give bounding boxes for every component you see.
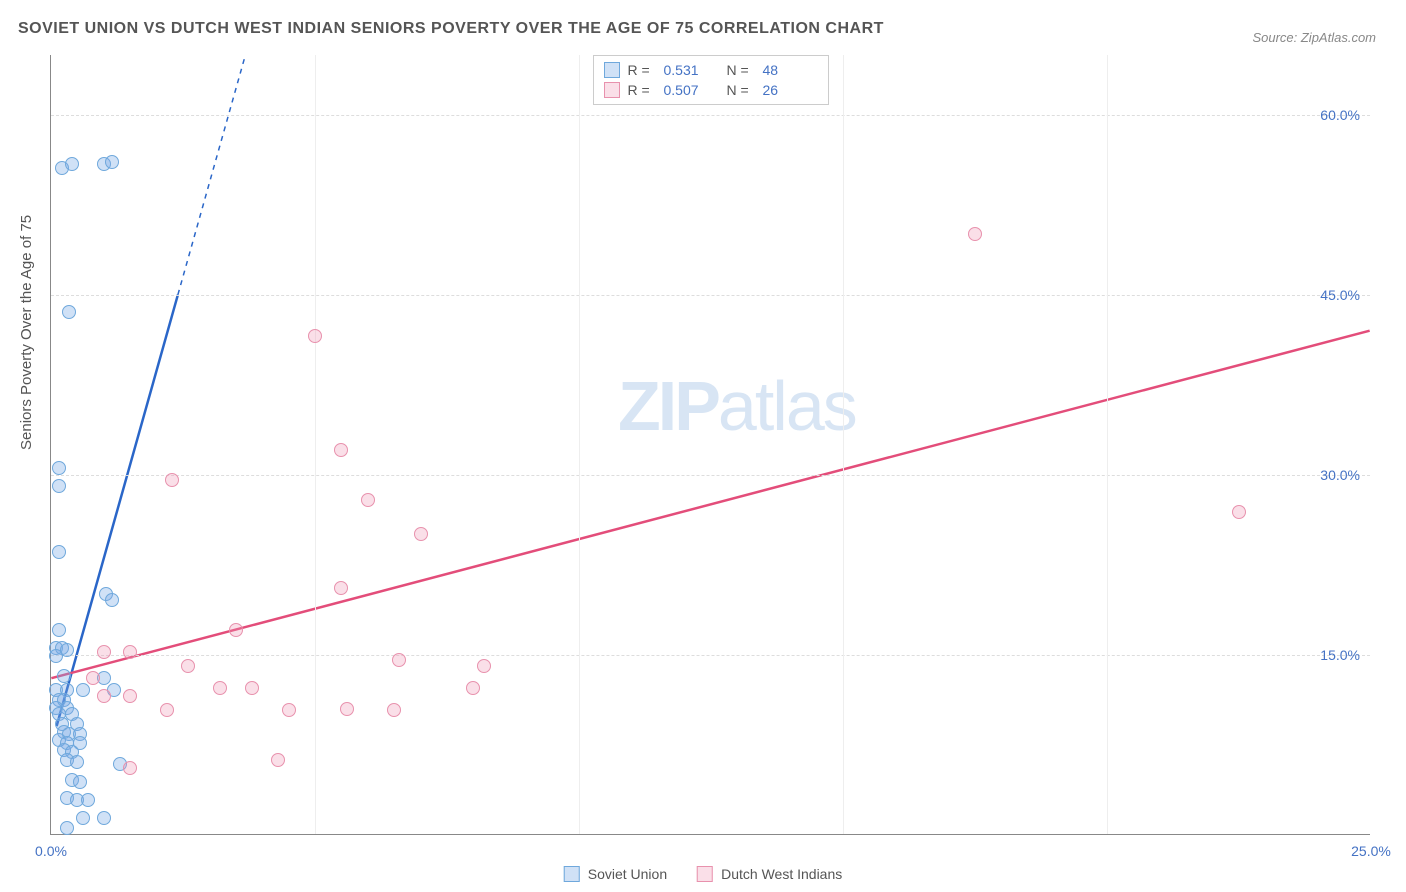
y-tick-label: 30.0% — [1320, 467, 1360, 483]
legend: Soviet Union Dutch West Indians — [564, 866, 843, 882]
data-point — [52, 461, 66, 475]
trend-lines-svg — [51, 55, 1370, 834]
data-point — [361, 493, 375, 507]
r-value-0: 0.531 — [664, 62, 719, 78]
data-point — [477, 659, 491, 673]
data-point — [123, 761, 137, 775]
r-value-1: 0.507 — [664, 82, 719, 98]
data-point — [340, 702, 354, 716]
data-point — [76, 683, 90, 697]
legend-item: Soviet Union — [564, 866, 667, 882]
data-point — [81, 793, 95, 807]
data-point — [52, 545, 66, 559]
gridline-h — [51, 115, 1370, 116]
n-value-1: 26 — [763, 82, 818, 98]
data-point — [271, 753, 285, 767]
data-point — [60, 821, 74, 835]
gridline-v — [315, 55, 316, 834]
data-point — [52, 479, 66, 493]
data-point — [213, 681, 227, 695]
n-label: N = — [727, 62, 755, 78]
watermark-zip: ZIP — [618, 367, 718, 445]
y-tick-label: 60.0% — [1320, 107, 1360, 123]
legend-label-0: Soviet Union — [588, 866, 667, 882]
stats-row: R = 0.531 N = 48 — [604, 60, 818, 80]
data-point — [334, 581, 348, 595]
gridline-v — [1107, 55, 1108, 834]
gridline-v — [579, 55, 580, 834]
x-tick-label: 25.0% — [1351, 843, 1391, 859]
y-tick-label: 45.0% — [1320, 287, 1360, 303]
data-point — [73, 775, 87, 789]
data-point — [97, 811, 111, 825]
data-point — [308, 329, 322, 343]
gridline-v — [843, 55, 844, 834]
data-point — [245, 681, 259, 695]
plot-area: ZIPatlas R = 0.531 N = 48 R = 0.507 N = … — [50, 55, 1370, 835]
r-label: R = — [628, 62, 656, 78]
data-point — [466, 681, 480, 695]
data-point — [1232, 505, 1246, 519]
data-point — [968, 227, 982, 241]
data-point — [62, 305, 76, 319]
swatch-soviet — [564, 866, 580, 882]
data-point — [86, 671, 100, 685]
data-point — [282, 703, 296, 717]
data-point — [160, 703, 174, 717]
data-point — [70, 755, 84, 769]
data-point — [181, 659, 195, 673]
x-tick-label: 0.0% — [35, 843, 67, 859]
stats-row: R = 0.507 N = 26 — [604, 80, 818, 100]
watermark: ZIPatlas — [618, 366, 856, 446]
n-value-0: 48 — [763, 62, 818, 78]
watermark-atlas: atlas — [718, 367, 856, 445]
y-tick-label: 15.0% — [1320, 647, 1360, 663]
gridline-h — [51, 295, 1370, 296]
stats-legend: R = 0.531 N = 48 R = 0.507 N = 26 — [593, 55, 829, 105]
data-point — [97, 645, 111, 659]
data-point — [414, 527, 428, 541]
data-point — [123, 689, 137, 703]
data-point — [123, 645, 137, 659]
data-point — [105, 593, 119, 607]
chart-container: SOVIET UNION VS DUTCH WEST INDIAN SENIOR… — [0, 0, 1406, 892]
data-point — [49, 649, 63, 663]
legend-label-1: Dutch West Indians — [721, 866, 842, 882]
legend-item: Dutch West Indians — [697, 866, 842, 882]
data-point — [76, 811, 90, 825]
data-point — [387, 703, 401, 717]
data-point — [334, 443, 348, 457]
data-point — [105, 155, 119, 169]
data-point — [97, 689, 111, 703]
y-axis-label: Seniors Poverty Over the Age of 75 — [18, 215, 35, 450]
gridline-h — [51, 655, 1370, 656]
swatch-dutch — [697, 866, 713, 882]
swatch-dutch — [604, 82, 620, 98]
swatch-soviet — [604, 62, 620, 78]
data-point — [229, 623, 243, 637]
gridline-h — [51, 475, 1370, 476]
data-point — [392, 653, 406, 667]
data-point — [52, 623, 66, 637]
data-point — [165, 473, 179, 487]
n-label: N = — [727, 82, 755, 98]
chart-title: SOVIET UNION VS DUTCH WEST INDIAN SENIOR… — [18, 20, 884, 38]
source-label: Source: ZipAtlas.com — [1252, 30, 1376, 45]
data-point — [57, 669, 71, 683]
r-label: R = — [628, 82, 656, 98]
data-point — [65, 157, 79, 171]
